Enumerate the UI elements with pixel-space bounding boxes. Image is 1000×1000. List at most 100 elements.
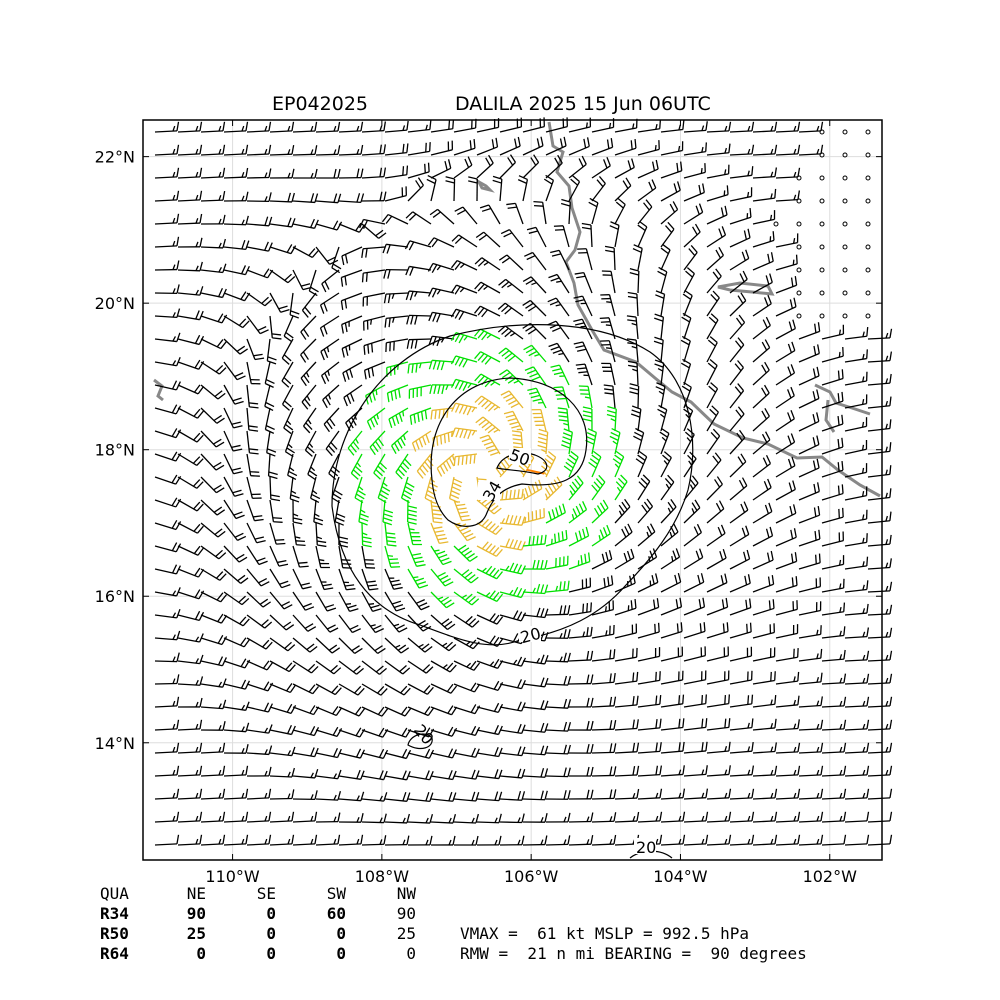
wind-barb (655, 382, 666, 409)
wind-barb (844, 834, 870, 846)
wind-barb (246, 702, 273, 713)
wind-barb (177, 522, 204, 534)
wind-barb (246, 168, 272, 179)
wind-barb (361, 683, 388, 696)
wind-barb (430, 726, 458, 737)
wind-barb (315, 726, 343, 738)
wind-barb (476, 613, 504, 625)
wind-barb (706, 524, 726, 547)
wind-barb (844, 765, 870, 777)
wind-barb (338, 660, 364, 675)
wind-barb (683, 475, 699, 501)
wind-barb (775, 386, 795, 409)
wind-barb (246, 522, 266, 544)
wind-barb (386, 361, 409, 377)
wind-barb (499, 723, 526, 734)
wind-barb (637, 765, 663, 777)
wind-barb (391, 430, 409, 455)
wind-barb (752, 431, 771, 455)
wind-barb (315, 522, 327, 548)
radii-value: 25 (186, 924, 206, 943)
wind-barb (450, 332, 478, 344)
wind-barb (430, 591, 455, 609)
wind-barb (629, 268, 640, 294)
wind-barb (614, 811, 640, 823)
wind-barb (798, 696, 823, 708)
wind-barb (729, 477, 748, 501)
wind-barb (568, 526, 590, 547)
radii-value: 60 (326, 904, 346, 923)
wind-barb (246, 144, 272, 156)
wind-barb (600, 340, 616, 363)
wind-barb (637, 220, 648, 248)
wind-barb (630, 405, 642, 432)
wind-barb (407, 361, 432, 374)
wind-barb (358, 499, 369, 526)
wind-barb (292, 568, 312, 590)
wind-barb (729, 574, 751, 593)
radii-value: 0 (266, 924, 276, 943)
wind-barb (706, 268, 722, 294)
wind-barb (383, 292, 409, 304)
wind-barb (223, 121, 249, 133)
wind-barb (154, 404, 182, 415)
wind-barb (427, 262, 455, 273)
wind-barb (798, 625, 822, 639)
wind-barb (400, 476, 415, 504)
wind-barb (729, 187, 753, 202)
wind-barb (269, 315, 282, 340)
wind-barb (267, 453, 278, 480)
wind-barb (269, 476, 281, 502)
wind-barb (544, 476, 563, 501)
wind-barb (177, 430, 204, 443)
wind-barb (499, 538, 526, 551)
contour-label-20-small: 20 (410, 721, 438, 749)
wind-barb (315, 168, 341, 179)
wind-barb (591, 789, 617, 800)
wind-barb (775, 671, 800, 685)
wind-barb (200, 121, 226, 133)
lon-tick-label: 104°W (653, 867, 708, 886)
wind-barb (177, 719, 203, 731)
wind-barb (867, 373, 892, 386)
calm-wind-marker (819, 244, 825, 250)
wind-barb (338, 193, 365, 204)
wind-barb (476, 137, 499, 156)
wind-barb (475, 416, 501, 434)
wind-barb (706, 247, 725, 271)
wind-barb (407, 545, 426, 567)
wind-barb (680, 358, 692, 386)
wind-barb (614, 498, 631, 524)
wind-barb (609, 428, 621, 455)
wind-barb (154, 356, 181, 367)
wind-barb (200, 313, 228, 324)
wind-barb (292, 193, 319, 204)
wind-barb (269, 168, 295, 179)
wind-barb (545, 154, 563, 179)
wind-barb (283, 315, 294, 343)
wind-barb (269, 217, 296, 228)
wind-barb (660, 474, 675, 501)
storm-id-title: EP042025 (272, 93, 368, 115)
contour-label-34: 34 (479, 478, 506, 505)
wind-barb (383, 268, 409, 279)
wind-barb (338, 706, 366, 717)
wind-barb (177, 237, 203, 248)
wind-barb (522, 700, 549, 711)
wind-barb (429, 384, 455, 395)
wind-barb (706, 121, 732, 133)
wind-barb (450, 259, 478, 271)
wind-barb (844, 603, 869, 616)
wind-barb (177, 654, 204, 665)
wind-barb (660, 765, 685, 777)
wind-barb (568, 743, 594, 754)
wind-barb (499, 562, 526, 575)
wind-barb (154, 451, 182, 462)
calm-wind-marker (796, 290, 802, 296)
wind-barb (361, 770, 388, 781)
wind-barb (476, 835, 502, 846)
wind-barb (177, 567, 205, 578)
wind-barb (775, 319, 796, 340)
wind-barb (706, 476, 723, 501)
wind-barb (430, 705, 458, 716)
